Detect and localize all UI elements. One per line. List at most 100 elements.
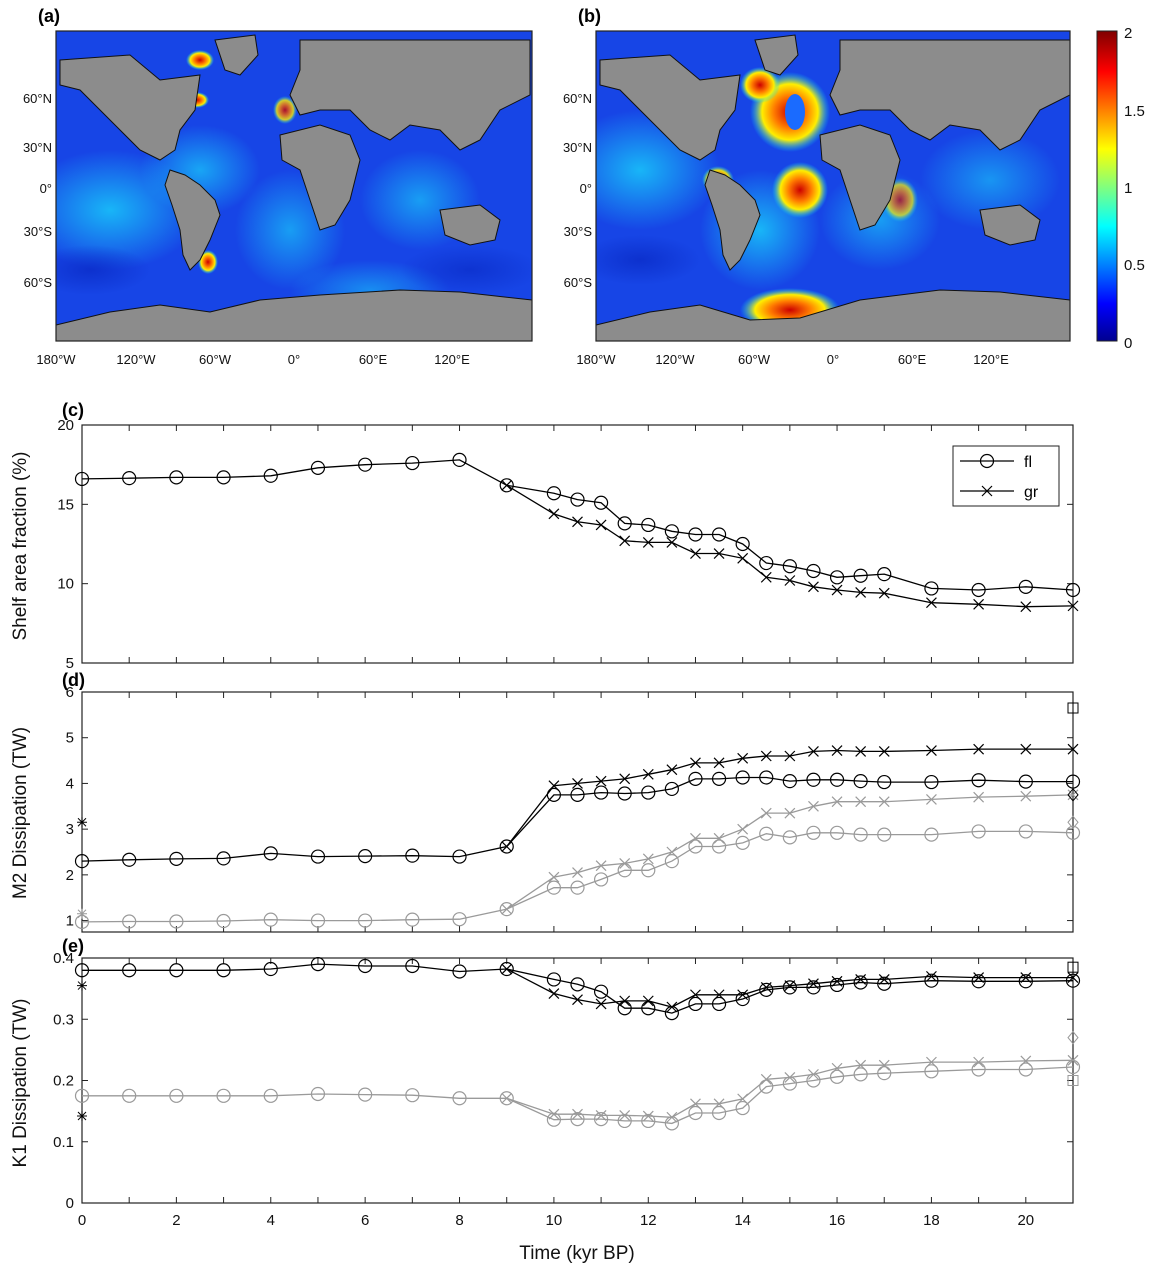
data-point-circle bbox=[405, 958, 420, 974]
data-point-circle bbox=[711, 527, 727, 542]
data-point-circle bbox=[806, 772, 821, 787]
data-point-circle bbox=[405, 455, 420, 471]
y-tick-label: 5 bbox=[66, 730, 74, 747]
lon-tick-180w: 180°W bbox=[36, 352, 76, 367]
data-point-x bbox=[642, 995, 654, 1007]
data-point-x bbox=[878, 587, 890, 599]
data-point-x bbox=[831, 745, 843, 756]
data-point-circle bbox=[546, 972, 562, 987]
y-tick-label: 0.2 bbox=[53, 1073, 74, 1090]
data-point-circle bbox=[74, 963, 90, 978]
series-line-circle-dark bbox=[82, 963, 1074, 1014]
data-point-x bbox=[713, 548, 725, 559]
data-point-circle bbox=[546, 486, 562, 501]
series-line-x-dark bbox=[506, 484, 1074, 608]
data-point-x bbox=[878, 974, 890, 985]
data-point-circle bbox=[1018, 824, 1033, 839]
data-point-circle bbox=[452, 452, 467, 468]
data-point-circle bbox=[169, 470, 184, 485]
data-point-x bbox=[619, 858, 631, 869]
data-point-circle bbox=[853, 827, 868, 842]
colorbar-tick-1: 1 bbox=[1124, 180, 1132, 197]
data-point-circle bbox=[452, 1091, 467, 1106]
data-point-x bbox=[501, 479, 513, 491]
data-point-circle bbox=[216, 963, 231, 978]
data-point-x bbox=[690, 832, 701, 844]
data-point-circle bbox=[782, 774, 797, 789]
data-point-x bbox=[737, 752, 749, 764]
extra-marker-diamond bbox=[1067, 788, 1079, 802]
data-point-circle bbox=[688, 839, 703, 854]
data-point-x bbox=[831, 796, 843, 808]
data-point-x bbox=[855, 796, 867, 808]
data-point-x bbox=[642, 1110, 654, 1122]
data-point-circle bbox=[310, 460, 326, 475]
data-point-circle bbox=[688, 527, 703, 542]
data-point-circle bbox=[853, 774, 868, 789]
y-tick-label: 0 bbox=[66, 1195, 74, 1212]
data-point-circle bbox=[499, 839, 514, 854]
lat-tick-30s: 30°S bbox=[24, 224, 53, 239]
legend-x-marker bbox=[981, 485, 993, 497]
data-point-circle bbox=[310, 1086, 326, 1102]
map-a-lat-ticks: 60°N 30°N 0° 30°S 60°S bbox=[23, 91, 52, 290]
y-tick-label: 0.4 bbox=[53, 950, 74, 967]
data-point-x bbox=[784, 980, 796, 991]
series-line-circle-dark bbox=[81, 459, 1074, 591]
extra-marker-star bbox=[77, 1111, 87, 1122]
data-point-x bbox=[572, 867, 583, 878]
data-point-circle bbox=[310, 957, 326, 972]
lon-tick-60w: 60°W bbox=[199, 352, 232, 367]
data-point-circle bbox=[735, 991, 750, 1007]
colorbar: 2 1.5 1 0.5 0 bbox=[1096, 25, 1145, 352]
data-point-circle bbox=[971, 824, 986, 839]
data-point-x bbox=[973, 1056, 985, 1068]
data-point-circle bbox=[593, 872, 609, 887]
lon-tick-120w: 120°W bbox=[655, 352, 695, 367]
data-point-circle bbox=[405, 848, 420, 863]
data-point-x bbox=[619, 995, 631, 1007]
data-point-x bbox=[619, 535, 631, 547]
data-point-x bbox=[690, 1098, 701, 1110]
data-point-x bbox=[572, 778, 583, 789]
legend-circle-marker bbox=[979, 453, 995, 469]
lon-tick-60w: 60°W bbox=[738, 352, 771, 367]
data-point-x bbox=[1020, 790, 1032, 802]
data-point-x bbox=[501, 841, 513, 852]
data-point-x bbox=[548, 988, 560, 999]
data-point-circle bbox=[263, 961, 278, 977]
data-point-circle bbox=[782, 830, 797, 845]
plot-frame bbox=[81, 957, 1074, 1204]
data-point-x bbox=[666, 846, 678, 858]
y-tick-label: 0.3 bbox=[53, 1011, 74, 1028]
map-a-lon-ticks: 180°W 120°W 60°W 0° 60°E 120°E bbox=[36, 352, 470, 367]
data-point-circle bbox=[664, 781, 679, 797]
map-panel-b: (b) 60°N 30°N 0° bbox=[563, 6, 1071, 367]
series-line-x-dark bbox=[506, 748, 1073, 847]
data-point-circle bbox=[853, 568, 868, 583]
data-point-x bbox=[808, 978, 819, 990]
data-point-circle bbox=[570, 977, 585, 992]
lat-tick-60n: 60°N bbox=[563, 91, 592, 106]
data-point-circle bbox=[1065, 582, 1081, 598]
colorbar-tick-0-5: 0.5 bbox=[1124, 257, 1145, 274]
data-point-x bbox=[760, 750, 772, 762]
data-point-circle bbox=[169, 1088, 184, 1103]
data-point-circle bbox=[169, 914, 184, 929]
data-point-circle bbox=[169, 963, 184, 978]
data-point-x bbox=[926, 794, 937, 805]
extra-marker-diamond bbox=[1067, 1030, 1079, 1045]
lon-tick-120w: 120°W bbox=[116, 352, 156, 367]
data-point-circle bbox=[759, 555, 774, 571]
data-point-x bbox=[572, 994, 583, 1006]
data-point-circle bbox=[688, 996, 703, 1012]
data-point-circle bbox=[971, 773, 986, 788]
data-point-circle bbox=[452, 964, 467, 979]
plot-frame bbox=[81, 424, 1074, 664]
x-axis-label: Time (kyr BP) bbox=[519, 1243, 634, 1264]
data-point-x bbox=[784, 575, 796, 586]
data-point-circle bbox=[735, 536, 750, 552]
data-point-circle bbox=[735, 835, 750, 850]
data-point-circle bbox=[593, 495, 609, 510]
panel-label-d: (d) bbox=[62, 670, 85, 690]
